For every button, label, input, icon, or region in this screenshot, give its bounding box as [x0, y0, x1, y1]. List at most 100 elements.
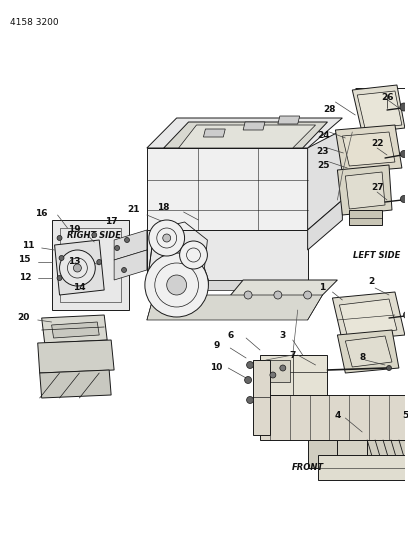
Text: 7: 7 [290, 351, 296, 359]
Polygon shape [308, 200, 342, 250]
Text: 28: 28 [323, 106, 336, 115]
Circle shape [92, 232, 97, 238]
Text: 4: 4 [334, 410, 341, 419]
Polygon shape [51, 220, 129, 310]
Polygon shape [357, 91, 402, 129]
Text: 27: 27 [371, 183, 384, 192]
Polygon shape [260, 395, 405, 440]
Circle shape [274, 291, 282, 299]
Circle shape [115, 246, 120, 251]
Text: 22: 22 [371, 139, 384, 148]
Polygon shape [51, 322, 99, 338]
Polygon shape [179, 125, 315, 148]
Bar [268, 360, 290, 382]
Text: 10: 10 [210, 364, 222, 373]
Polygon shape [335, 125, 402, 173]
Text: 18: 18 [157, 204, 170, 213]
Circle shape [124, 238, 129, 243]
Polygon shape [345, 336, 392, 367]
Text: 23: 23 [316, 148, 329, 157]
Circle shape [149, 220, 184, 256]
Circle shape [57, 276, 62, 280]
Polygon shape [317, 455, 405, 480]
Text: 21: 21 [128, 206, 140, 214]
Text: 1: 1 [319, 284, 326, 293]
Polygon shape [333, 292, 405, 341]
Polygon shape [147, 230, 308, 280]
Circle shape [244, 291, 252, 299]
Text: RIGHT SIDE: RIGHT SIDE [67, 231, 122, 240]
Polygon shape [337, 165, 392, 215]
Circle shape [60, 250, 95, 286]
Polygon shape [337, 440, 367, 465]
Polygon shape [114, 250, 147, 280]
Polygon shape [40, 370, 111, 398]
Polygon shape [42, 315, 107, 343]
Circle shape [97, 260, 102, 264]
Text: 20: 20 [18, 313, 30, 322]
Circle shape [57, 236, 62, 240]
Circle shape [145, 253, 208, 317]
Text: 8: 8 [359, 352, 365, 361]
Text: 19: 19 [68, 225, 81, 235]
Text: 15: 15 [18, 255, 30, 264]
Text: 6: 6 [227, 330, 233, 340]
Polygon shape [204, 129, 225, 137]
Polygon shape [147, 295, 322, 320]
Text: FRONT: FRONT [292, 463, 324, 472]
Text: 14: 14 [73, 284, 86, 293]
Polygon shape [308, 130, 342, 230]
Text: 26: 26 [381, 93, 393, 101]
Polygon shape [243, 122, 265, 130]
Polygon shape [342, 132, 395, 166]
Polygon shape [337, 330, 399, 373]
Polygon shape [367, 440, 405, 460]
Text: 25: 25 [317, 161, 330, 171]
Circle shape [386, 366, 392, 370]
Polygon shape [164, 122, 328, 148]
Text: 17: 17 [105, 217, 118, 227]
Polygon shape [147, 148, 308, 230]
Circle shape [245, 376, 252, 384]
Polygon shape [154, 280, 303, 290]
Polygon shape [114, 230, 147, 260]
Circle shape [304, 291, 312, 299]
Polygon shape [253, 360, 270, 435]
Circle shape [246, 397, 253, 403]
Circle shape [59, 255, 64, 261]
Circle shape [73, 264, 81, 272]
Polygon shape [218, 280, 337, 310]
Polygon shape [352, 85, 405, 133]
Circle shape [280, 365, 286, 371]
Circle shape [246, 361, 253, 368]
Text: 12: 12 [18, 272, 31, 281]
Circle shape [163, 234, 171, 242]
Text: 9: 9 [213, 341, 220, 350]
Polygon shape [55, 240, 104, 295]
Polygon shape [345, 172, 385, 209]
Polygon shape [308, 440, 337, 468]
Polygon shape [260, 355, 328, 395]
Circle shape [122, 268, 126, 272]
Text: LEFT SIDE: LEFT SIDE [353, 251, 401, 260]
Polygon shape [38, 340, 114, 373]
Polygon shape [349, 210, 382, 225]
Text: 4158 3200: 4158 3200 [10, 18, 59, 27]
Polygon shape [339, 299, 397, 336]
Text: 24: 24 [317, 131, 330, 140]
Text: 2: 2 [368, 278, 374, 287]
Text: 16: 16 [35, 208, 48, 217]
Circle shape [404, 311, 408, 319]
Polygon shape [147, 118, 342, 148]
Circle shape [270, 372, 276, 378]
Text: 13: 13 [68, 257, 81, 266]
Circle shape [167, 275, 186, 295]
Text: 3: 3 [280, 332, 286, 341]
Text: 5: 5 [402, 410, 408, 419]
Circle shape [400, 196, 407, 203]
Polygon shape [278, 116, 300, 124]
Text: 11: 11 [22, 240, 34, 249]
Circle shape [400, 150, 407, 157]
Circle shape [180, 241, 207, 269]
Circle shape [400, 103, 408, 111]
